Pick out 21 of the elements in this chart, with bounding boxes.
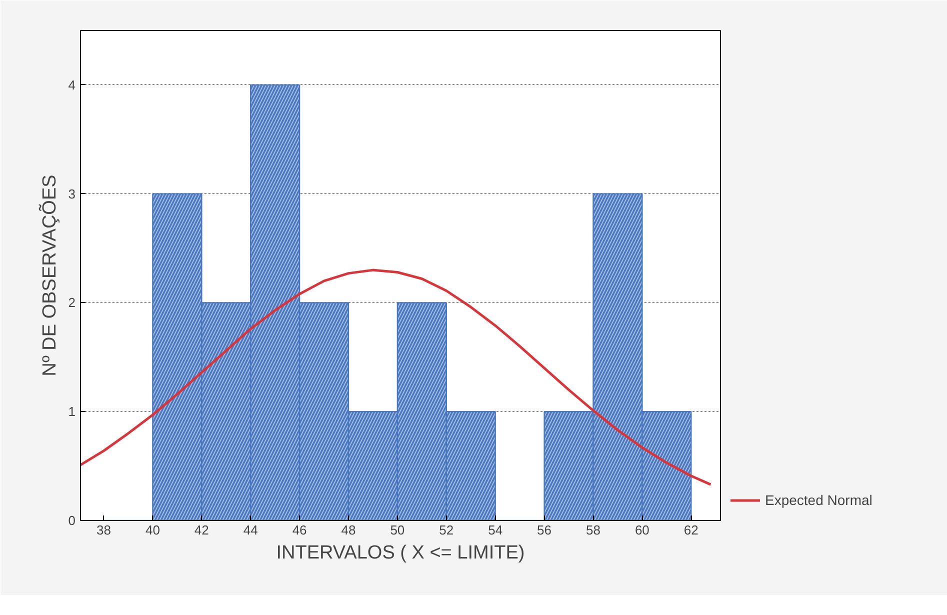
x-tick-label: 50 <box>390 522 405 538</box>
y-axis-title: Nº DE OBSERVAÇÕES <box>38 174 60 376</box>
legend-label: Expected Normal <box>765 492 872 508</box>
x-tick-label: 44 <box>243 522 258 538</box>
x-tick-label: 42 <box>194 522 209 538</box>
y-tick-label: 3 <box>68 186 76 202</box>
x-tick-label: 56 <box>537 522 552 538</box>
x-tick-label: 38 <box>96 522 111 538</box>
x-tick-label: 40 <box>145 522 160 538</box>
x-axis-title: INTERVALOS ( X <= LIMITE) <box>276 542 525 564</box>
y-tick-label: 2 <box>68 295 76 310</box>
x-tick-label: 60 <box>634 522 650 538</box>
x-tick-label: 54 <box>488 522 503 538</box>
x-tick-label: 46 <box>292 522 307 538</box>
y-tick-label: 1 <box>68 404 76 420</box>
x-tick-label: 62 <box>684 522 698 538</box>
y-tick-label: 0 <box>68 513 76 528</box>
x-tick-label: 48 <box>341 522 356 538</box>
x-tick-label: 52 <box>439 522 454 538</box>
x-tick-label: 58 <box>586 522 600 538</box>
y-tick-label: 4 <box>68 77 76 92</box>
